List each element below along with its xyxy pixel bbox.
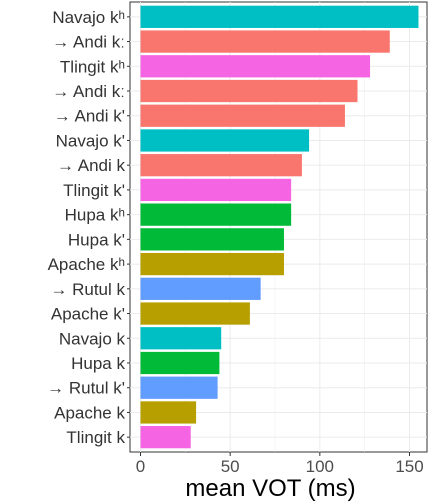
bar: [140, 30, 390, 53]
bar: [140, 252, 284, 276]
bar: [140, 302, 250, 325]
y-tick-label: → Andi kː: [52, 82, 125, 101]
bar: [140, 79, 358, 103]
y-tick-label: → Rutul k': [47, 379, 125, 398]
y-tick-label: Hupa k': [68, 230, 125, 249]
bar: [140, 5, 419, 28]
y-tick-label: → Andi k': [54, 107, 125, 126]
y-tick-label: Navajo kʰ: [52, 8, 125, 27]
x-tick-label: 0: [136, 457, 145, 476]
bar: [140, 401, 197, 424]
x-tick-label: 150: [395, 457, 423, 476]
y-tick-label: Hupa k: [71, 354, 125, 373]
bar: [140, 104, 345, 127]
y-tick-label: Navajo k: [59, 329, 126, 348]
y-tick-label: Tlingit kʰ: [60, 57, 125, 76]
bar: [140, 426, 191, 449]
x-axis-title: mean VOT (ms): [185, 475, 355, 502]
x-tick-label: 50: [221, 457, 240, 476]
y-axis-ticks: Navajo kʰ → Andi kː Tlingit kʰ → Andi kː → A…: [47, 8, 130, 447]
bar: [140, 228, 284, 251]
y-tick-label: Tlingit k': [63, 181, 125, 200]
y-tick-label: Hupa kʰ: [65, 206, 125, 225]
y-tick-label: Apache kʰ: [48, 255, 125, 274]
y-tick-label: → Andi kː: [52, 33, 125, 52]
bar: [140, 55, 371, 78]
bar: [140, 178, 292, 202]
bar: [140, 327, 222, 350]
y-tick-label: Navajo k': [56, 131, 125, 150]
x-axis-ticks: 0 50 100 150: [136, 452, 424, 476]
bar: [140, 351, 220, 375]
bars: [140, 5, 419, 449]
x-tick-label: 100: [306, 457, 334, 476]
bar: [140, 277, 261, 300]
y-tick-label: → Rutul k: [50, 280, 125, 299]
y-tick-label: Tlingit k: [66, 428, 125, 447]
bar: [140, 154, 302, 177]
y-tick-label: → Andi k: [57, 156, 126, 175]
bar: [140, 129, 310, 152]
y-tick-label: Apache k: [54, 403, 125, 422]
bar: [140, 376, 218, 399]
y-tick-label: Apache k': [51, 305, 125, 324]
bar: [140, 203, 292, 226]
